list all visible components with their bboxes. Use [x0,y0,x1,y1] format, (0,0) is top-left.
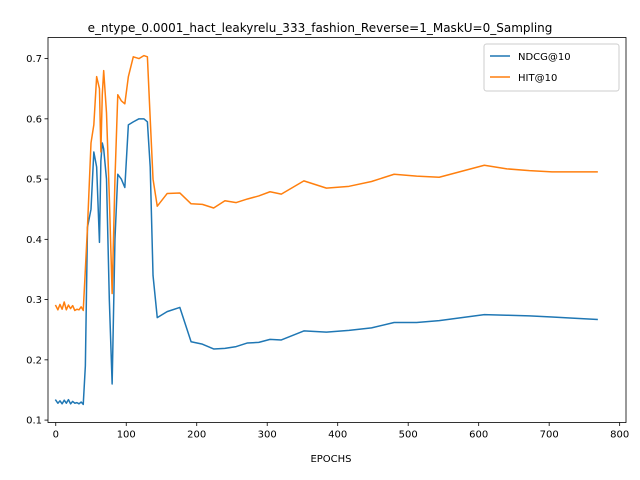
y-tick-label: 0.7 [26,54,42,65]
y-tick-label: 0.5 [26,175,42,186]
x-tick-label: 400 [328,430,347,441]
plot-area-frame [47,37,627,423]
legend-label-ndcg: NDCG@10 [518,52,571,63]
chart-title: e_ntype_0.0001_hact_leakyrelu_333_fashio… [88,21,553,35]
y-tick-label: 0.6 [26,114,42,125]
y-tick-label: 0.4 [26,235,42,246]
x-tick-label: 700 [540,430,559,441]
x-axis-label: EPOCHS [310,454,351,465]
x-tick-label: 100 [117,430,136,441]
x-tick-label: 300 [258,430,277,441]
series-layer [54,54,598,406]
x-tick-label: 0 [53,430,59,441]
y-axis: 0.1 0.2 0.3 0.4 0.5 0.6 0.7 [26,54,48,427]
series-line-ndcg [54,118,598,406]
x-axis: 0 100 200 300 400 500 600 700 800 [53,422,629,441]
legend: NDCG@10 HIT@10 [483,43,620,92]
y-tick-label: 0.3 [26,295,42,306]
x-tick-label: 600 [469,430,488,441]
x-tick-label: 800 [610,430,629,441]
y-tick-label: 0.1 [26,416,42,427]
legend-label-hit: HIT@10 [518,73,557,84]
legend-box [483,43,620,92]
series-line-hit [54,54,598,312]
y-tick-label: 0.2 [26,355,42,366]
x-tick-label: 500 [399,430,418,441]
x-tick-label: 200 [187,430,206,441]
